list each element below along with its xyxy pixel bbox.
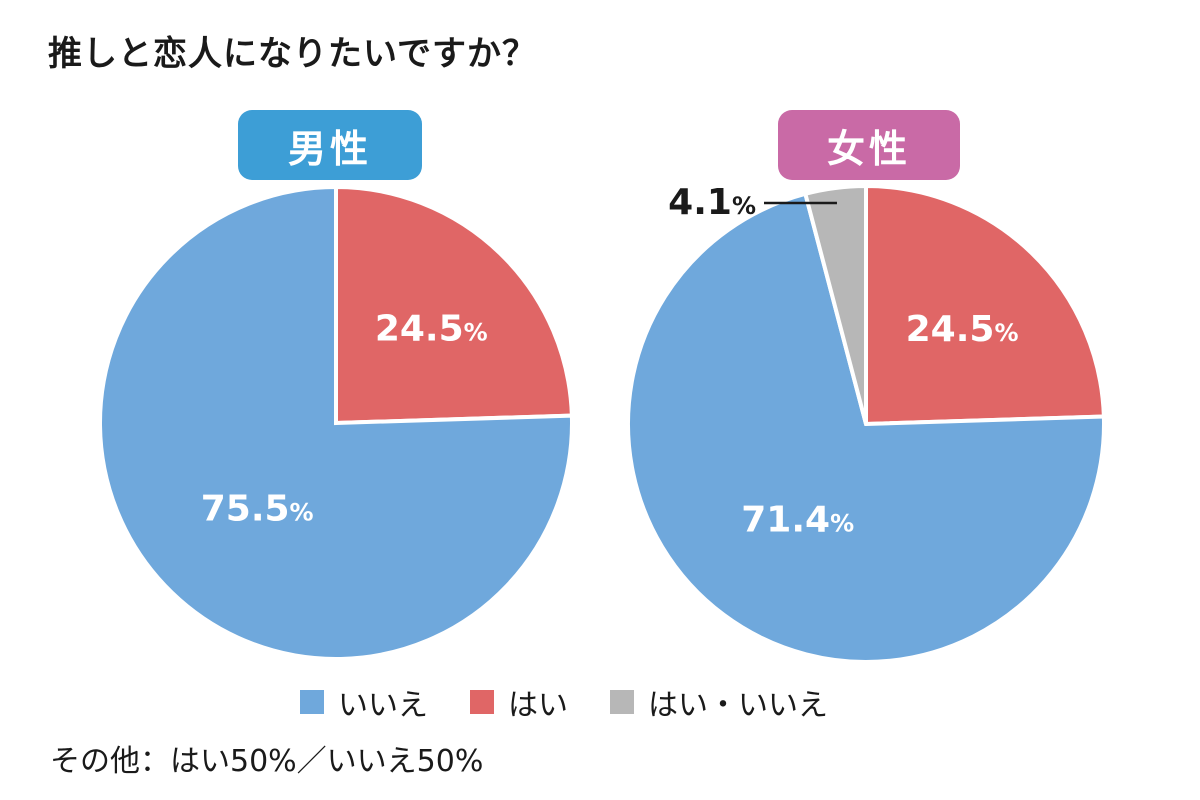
legend-swatch-iie	[300, 690, 324, 714]
data-label-iie: 71.4%	[741, 500, 854, 541]
pie-slice-hai	[864, 183, 1106, 427]
pie-slice-iie	[626, 191, 1106, 665]
pie-male: 24.5% 75.5%	[98, 184, 574, 661]
pie-slice-hai	[334, 184, 574, 426]
legend-label-hai: はい	[508, 688, 568, 723]
data-label-iie: 75.5%	[201, 488, 314, 529]
data-label-hai: 24.5%	[906, 309, 1019, 350]
pie-slice-iie	[98, 184, 574, 661]
legend-swatch-other	[610, 690, 634, 714]
legend: いいえ はい はい・いいえ	[300, 680, 840, 724]
legend-swatch-hai	[470, 690, 494, 714]
legend-label-other: はい・いいえ	[648, 688, 828, 723]
legend-label-iie: いいえ	[338, 688, 428, 723]
data-label-other: 4.1%	[668, 182, 756, 223]
data-label-hai: 24.5%	[375, 309, 488, 350]
pie-slice-other	[802, 183, 868, 425]
female-badge: 女性	[778, 110, 960, 180]
legend-item-iie: いいえ	[300, 680, 428, 724]
pie-female: 24.5% 71.4% 4.1%	[626, 182, 1106, 665]
legend-item-hai: はい	[470, 680, 568, 724]
legend-item-other: はい・いいえ	[610, 680, 828, 724]
male-badge: 男性	[238, 110, 422, 180]
footnote: その他：はい50%／いいえ50%	[50, 744, 484, 779]
chart-title: 推しと恋人になりたいですか？	[48, 34, 537, 74]
